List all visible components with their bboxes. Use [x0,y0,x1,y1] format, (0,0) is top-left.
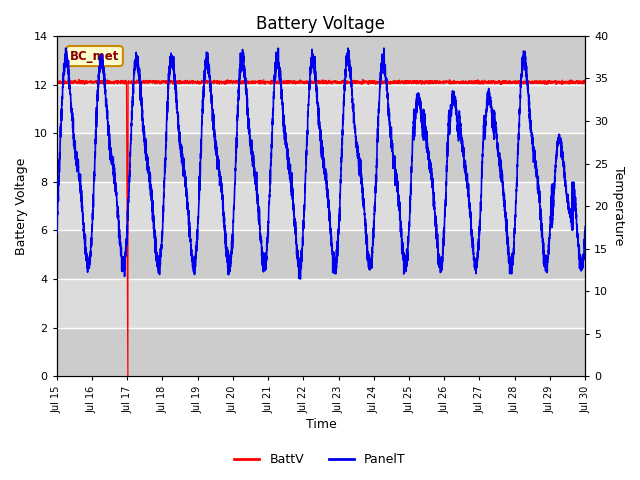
Text: BC_met: BC_met [70,49,119,62]
Legend: BattV, PanelT: BattV, PanelT [229,448,411,471]
Bar [57,36,585,84]
Bar [57,84,585,133]
Bar [57,182,585,230]
Bar [57,328,585,376]
Bar [57,133,585,182]
Y-axis label: Battery Voltage: Battery Voltage [15,157,28,255]
Bar [57,230,585,279]
Title: Battery Voltage: Battery Voltage [257,15,385,33]
Bar [57,279,585,328]
X-axis label: Time: Time [305,419,336,432]
Y-axis label: Temperature: Temperature [612,167,625,246]
